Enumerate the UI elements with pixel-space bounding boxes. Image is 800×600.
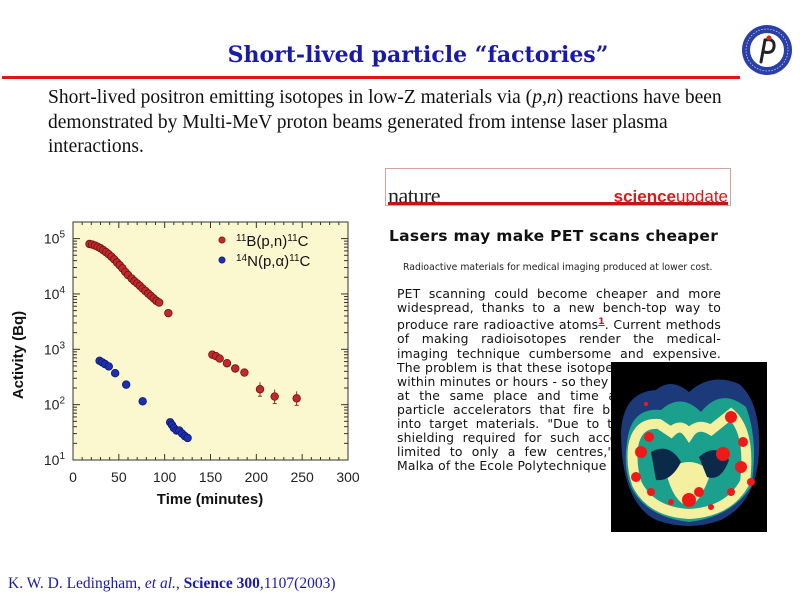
- institute-logo: [742, 25, 792, 75]
- y-tick-base: 10: [44, 286, 60, 302]
- x-tick-label: 300: [336, 469, 360, 485]
- banner-underline: [388, 202, 728, 205]
- data-point-boron: [215, 354, 224, 363]
- legend-B-end: C: [298, 233, 309, 250]
- intro-paragraph: Short-lived positron emitting isotopes i…: [48, 86, 748, 160]
- y-tick-base: 10: [44, 397, 60, 413]
- science-brand-bold: science: [613, 187, 676, 206]
- data-point-boron: [255, 385, 265, 394]
- data-point-boron: [270, 392, 279, 401]
- y-tick-label: 104: [44, 285, 66, 302]
- x-tick-labels: 0 50 100 150 200 250 300: [69, 469, 360, 485]
- y-tick-label: 102: [44, 396, 66, 413]
- news-headline: Lasers may make PET scans cheaper: [389, 227, 719, 245]
- x-tick-label: 0: [69, 469, 77, 485]
- data-point-nitrogen: [110, 369, 120, 378]
- intro-p: p: [532, 87, 542, 108]
- y-tick-exponent: 2: [59, 396, 65, 407]
- reference-link[interactable]: 1: [598, 317, 605, 328]
- legend-B-sup2: 11: [287, 233, 298, 244]
- legend-N-main: N(p,α): [247, 253, 289, 270]
- intro-text-2: ) reactions have been demonstrated by Mu…: [48, 87, 722, 157]
- intro-n: n: [546, 87, 557, 108]
- x-tick-label: 50: [111, 469, 127, 485]
- y-tick-base: 10: [44, 231, 60, 247]
- legend-N-sup2: 11: [289, 253, 300, 264]
- legend-N-end: C: [300, 253, 311, 270]
- citation-pages: ,1107(2003): [259, 575, 336, 592]
- y-tick-label: 101: [44, 451, 66, 468]
- legend-label-B: 11B(p,n)11C: [236, 233, 309, 251]
- data-points: [85, 239, 301, 443]
- article-text-1: PET scanning could become cheaper and mo…: [397, 286, 721, 333]
- citation: K. W. D. Ledingham, et al., Science 300,…: [8, 575, 335, 593]
- intro-comma: ,: [541, 87, 547, 108]
- legend-N-sup1: 14: [236, 253, 248, 264]
- slide-title: Short-lived particle “factories”: [227, 42, 609, 68]
- legend-B-sup1: 11: [236, 233, 247, 244]
- x-axis-label: Time (minutes): [157, 491, 263, 508]
- update-brand-light: update: [676, 187, 728, 206]
- y-tick-label: 105: [44, 230, 66, 247]
- y-axis-label: Activity (Bq): [10, 311, 27, 399]
- y-tick-base: 10: [44, 452, 60, 468]
- data-point-boron: [240, 368, 249, 377]
- legend-marker-N: [218, 256, 226, 264]
- science-update-brand: scienceupdate: [614, 187, 728, 207]
- legend-B-main: B(p,n): [246, 233, 287, 250]
- y-tick-label: 103: [44, 340, 66, 357]
- y-tick-exponent: 1: [59, 451, 65, 462]
- data-point-boron: [154, 298, 164, 307]
- legend: 11B(p,n)11C 14N(p,α)11C: [218, 233, 311, 271]
- pet-scan-image: [611, 362, 767, 532]
- x-tick-label: 100: [153, 469, 177, 485]
- nature-brand: nature: [388, 183, 440, 208]
- data-point-boron: [222, 359, 232, 368]
- x-tick-label: 250: [290, 469, 314, 485]
- y-tick-base: 10: [44, 341, 60, 357]
- title-underline: [2, 76, 740, 79]
- data-point-boron: [164, 308, 173, 318]
- citation-authors: K. W. D. Ledingham,: [8, 575, 145, 592]
- citation-etal: et al.: [144, 575, 176, 592]
- data-point-nitrogen: [121, 380, 131, 389]
- legend-marker-B: [218, 236, 226, 244]
- data-point-nitrogen: [138, 397, 147, 406]
- y-tick-exponent: 4: [59, 285, 65, 296]
- x-tick-label: 200: [245, 469, 269, 485]
- pet-scan-graphic: [611, 362, 767, 532]
- data-point-boron: [231, 364, 240, 373]
- axis-ticks: [72, 222, 349, 461]
- data-point-nitrogen: [104, 362, 113, 371]
- x-tick-label: 150: [199, 469, 223, 485]
- news-subhead: Radioactive materials for medical imagin…: [403, 262, 713, 273]
- data-point-nitrogen: [183, 433, 192, 443]
- citation-separator: ,: [175, 575, 184, 592]
- data-point-boron: [292, 394, 301, 403]
- legend-label-N: 14N(p,α)11C: [236, 253, 311, 271]
- nature-science-update-banner[interactable]: nature scienceupdate: [385, 168, 731, 208]
- y-tick-exponent: 3: [59, 340, 65, 351]
- citation-journal: Science 300: [183, 575, 260, 592]
- intro-text-1: Short-lived positron emitting isotopes i…: [48, 87, 533, 108]
- y-tick-exponent: 5: [59, 230, 65, 241]
